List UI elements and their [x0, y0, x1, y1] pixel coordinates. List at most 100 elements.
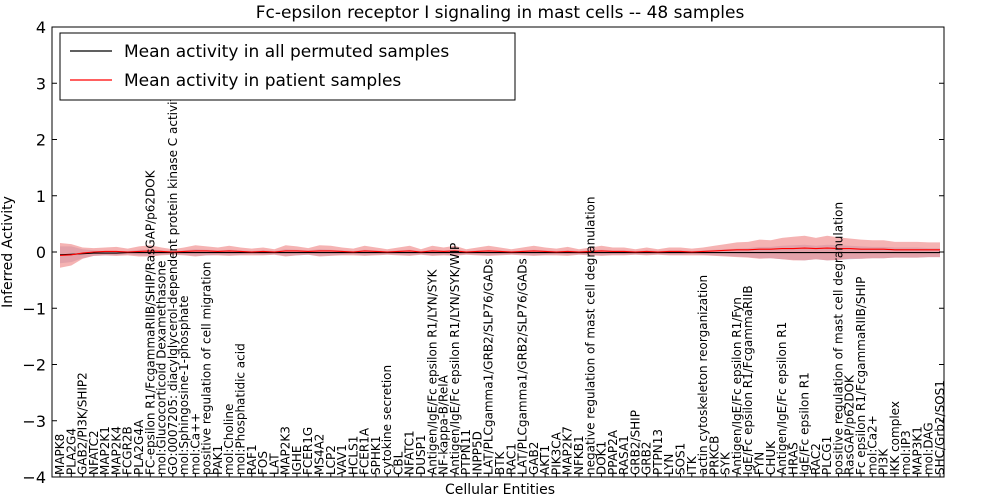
x-tick-label: FC-epsilon R1/FcgammaRIIB/SHIP/RasGAP/p6…: [143, 169, 157, 475]
y-tick-label: 4: [36, 18, 46, 37]
legend: Mean activity in all permuted samples Me…: [59, 32, 516, 101]
legend-box: [59, 32, 516, 101]
x-tick-label: actin cytoskeleton reorganization: [696, 275, 710, 475]
x-tick-label: DUSP1: [414, 434, 428, 475]
x-tick-label: SOS1: [674, 443, 688, 475]
x-tick-label: mol:Glucocorticoid Dexamethasone: [155, 261, 169, 475]
x-tick-label: GAB2/PI3K/SHIP2: [76, 372, 90, 475]
x-tick-label: RAF1: [245, 444, 259, 475]
x-tick-label: Antigen/IgE/Fc epsilon R1/Fyn: [730, 297, 744, 475]
x-tick-label: LCP2: [324, 445, 338, 475]
x-tick-label: CHUK: [764, 440, 778, 475]
y-tick-label: 3: [36, 74, 46, 93]
x-tick-label: IGHE: [290, 446, 304, 475]
x-tick-label: LAT: [267, 453, 281, 475]
x-tick-label: RAC2: [809, 443, 823, 475]
x-tick-label: mol:IP3: [899, 430, 913, 475]
x-tick-label: PI3K: [877, 448, 891, 475]
x-tick-label: SPHK1: [369, 436, 383, 475]
x-tick-label: cytokine secretion: [380, 365, 394, 475]
x-tick-label: PTPN11: [459, 429, 473, 475]
x-tick-label: positive regulation of cell migration: [200, 262, 214, 475]
permuted-mean-line: [59, 252, 940, 256]
x-tick-label: MAP2K1: [98, 426, 112, 475]
x-tick-label: RasGAP/p62DOK: [843, 374, 857, 475]
x-tick-label: GRB2/SHIP: [628, 410, 642, 475]
x-tick-label: MAP2K7: [561, 426, 575, 475]
x-tick-label: Antigen/IgE/Fc epsilon R1/LYN/SYK/WIP: [448, 243, 462, 475]
y-tick-label: 0: [36, 243, 46, 262]
x-tick-label: negative regulation of mast cell degranu…: [583, 196, 597, 475]
x-tick-label: PIK3CA: [549, 431, 563, 475]
x-tick-label: PRKCB: [707, 436, 721, 475]
x-tick-label: DOK1: [595, 441, 609, 475]
x-tick-label: IgE/Fc epsilon R1/FcgammaRIIB: [741, 285, 755, 475]
x-tick-label: HRAS: [786, 442, 800, 475]
x-tick-label: GAB2: [527, 442, 541, 475]
y-tick-label: −1: [22, 299, 46, 318]
x-tick-label: mol:Sphingosine-1-phosphate: [177, 296, 191, 476]
x-tick-label: mol:Phosphatidic acid: [234, 343, 248, 475]
x-axis-label: Cellular Entities: [445, 482, 555, 498]
y-axis: −4 −3 −2 −1 0 1 2 3 4: [22, 18, 944, 487]
patient-mean-line: [59, 247, 940, 256]
x-tick-label: RASA1: [617, 435, 631, 475]
legend-patient-label: Mean activity in patient samples: [124, 71, 401, 91]
x-tick-label: FCER1G: [301, 427, 315, 475]
x-tick-label: mol:Ca++: [188, 413, 202, 475]
x-tick-label: PPAP2A: [606, 429, 620, 475]
lines-layer: [59, 247, 940, 256]
x-tick-label: NFKB1: [572, 435, 586, 475]
x-tick-label: mol:DAG: [922, 422, 936, 475]
y-tick-label: 2: [36, 131, 46, 150]
x-tick-label: FYN: [752, 452, 766, 475]
x-tick-label: ITK: [685, 455, 699, 475]
x-tick-label: LAT/PLCgamma1/GRB2/SLP76/GADs: [516, 258, 530, 475]
x-tick-label: NFATC2: [87, 430, 101, 475]
x-tick-label: VAV1: [335, 444, 349, 475]
x-tick-label: PAK1: [211, 445, 225, 475]
x-tick-label: PLCG1: [820, 436, 834, 475]
x-tick-label: MAP2K4: [109, 426, 123, 475]
x-tick-label: HCLS1: [346, 436, 360, 475]
x-tick-label: Antigen/IgE/Fc epsilon R1: [775, 322, 789, 475]
x-tick-label: GO:0007205: diacylglycerol-dependent pro…: [166, 90, 180, 475]
x-tick-label: NF-kappa-B/RelA: [437, 374, 451, 475]
x-tick-label: PLA2G4A: [132, 419, 146, 475]
x-tick-label: FCGR2B: [121, 426, 135, 475]
x-tick-label: RAC1: [504, 443, 518, 475]
y-tick-label: 1: [36, 187, 46, 206]
x-tick-label: LAT/PLCgamma1/GRB2/SLP76/GADs: [482, 258, 496, 475]
x-tick-label: PLA2G4: [64, 428, 78, 475]
x-tick-label: GRB2: [640, 441, 654, 475]
x-tick-label: mol:Choline: [222, 404, 236, 475]
x-tick-label: FCER1A: [358, 427, 372, 475]
x-tick-label: IgE/Fc epsilon R1: [798, 372, 812, 475]
x-tick-label: INPP5D: [470, 431, 484, 475]
x-tick-label: MS4A2: [312, 434, 326, 475]
x-tick-label: positive regulation of mast cell degranu…: [831, 202, 845, 475]
x-tick-label: Antigen/IgE/Fc epsilon R1/LYN/SYK: [425, 268, 439, 475]
y-tick-label: −3: [22, 412, 46, 431]
x-tick-label: SYK: [719, 451, 733, 475]
x-axis: MAPK8PLA2G4GAB2/PI3K/SHIP2NFATC2MAP2K1MA…: [53, 90, 947, 477]
x-tick-label: SHC/Grb2/SOS1: [933, 380, 947, 475]
x-tick-label: MAP2K3: [279, 426, 293, 475]
chart-title: Fc-epsilon receptor I signaling in mast …: [256, 3, 745, 23]
x-tick-label: AKT1: [538, 445, 552, 475]
x-tick-label: CBL: [391, 451, 405, 475]
y-tick-label: −4: [22, 468, 46, 487]
x-tick-label: MAP3K1: [910, 426, 924, 475]
x-tick-label: Fc epsilon R1/FcgammaRIIB/SHIP: [854, 277, 868, 475]
x-tick-label: BTK: [493, 450, 507, 475]
x-tick-label: IKK complex: [888, 401, 902, 475]
x-tick-label: LYN: [662, 454, 676, 475]
x-tick-label: MAPK8: [53, 434, 67, 475]
legend-permuted-label: Mean activity in all permuted samples: [124, 42, 449, 62]
y-tick-label: −2: [22, 356, 46, 375]
x-tick-label: mol:Ca2+: [865, 415, 879, 475]
x-tick-label: NFATC1: [403, 430, 417, 475]
y-axis-label: Inferred Activity: [0, 196, 16, 308]
x-tick-label: FOS: [256, 451, 270, 475]
